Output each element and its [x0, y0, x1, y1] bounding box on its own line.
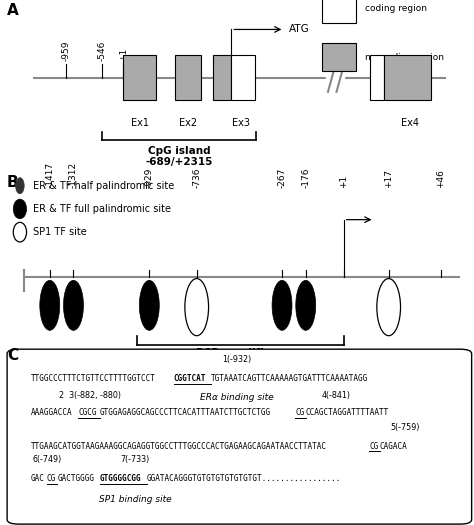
Bar [231, 56, 255, 100]
Text: 6(-749): 6(-749) [33, 455, 62, 464]
Text: -929: -929 [145, 167, 154, 187]
Text: +1: +1 [339, 174, 348, 187]
Text: 4(-841): 4(-841) [322, 391, 351, 400]
Text: ER & TF full palindromic site: ER & TF full palindromic site [33, 204, 171, 214]
Bar [123, 56, 156, 100]
Text: GGATACAGGGTGTGTGTGTGTGTGT.................: GGATACAGGGTGTGTGTGTGTGTGT...............… [147, 474, 341, 483]
Ellipse shape [139, 280, 159, 330]
Text: CG: CG [369, 442, 378, 451]
Text: -1312: -1312 [69, 161, 78, 187]
Text: -736: -736 [192, 167, 201, 187]
Text: -176: -176 [301, 167, 310, 187]
Text: -1417: -1417 [46, 161, 54, 187]
Text: Ex3: Ex3 [232, 118, 250, 128]
Text: ER & TF half palindromic site: ER & TF half palindromic site [33, 181, 174, 191]
Text: ERα binding site: ERα binding site [200, 393, 274, 402]
Text: TGTAAATCAGTTCAAAAAGTGATTTCAAAATAGG: TGTAAATCAGTTCAAAAAGTGATTTCAAAATAGG [210, 374, 368, 383]
Bar [384, 56, 431, 100]
Text: CAGACA: CAGACA [380, 442, 407, 451]
Text: SP1 binding site: SP1 binding site [99, 495, 172, 503]
Text: +17: +17 [384, 169, 393, 187]
Text: +1: +1 [119, 47, 128, 60]
Text: TTGGCCCTTTCTGTTCCTTTTGGTCCT: TTGGCCCTTTCTGTTCCTTTTGGTCCT [31, 374, 155, 383]
Ellipse shape [296, 280, 316, 330]
Text: TTGAAGCATGGTAAGAAAGGCAGAGGTGGCCTTTGGCCCACTGAGAAGCAGAATAACCTTATAC: TTGAAGCATGGTAAGAAAGGCAGAGGTGGCCTTTGGCCCA… [31, 442, 327, 451]
Text: noncoding region: noncoding region [365, 52, 444, 61]
Text: coding region: coding region [365, 4, 427, 13]
Ellipse shape [40, 280, 60, 330]
Text: GTGGGGCGG: GTGGGGCGG [100, 474, 141, 483]
Text: Ex4: Ex4 [401, 118, 419, 128]
Text: -267: -267 [278, 167, 286, 187]
Text: PCR amplificon
-900/+546: PCR amplificon -900/+546 [196, 348, 285, 370]
Bar [322, 44, 356, 71]
FancyBboxPatch shape [7, 349, 472, 524]
Text: -959: -959 [62, 40, 71, 60]
Ellipse shape [13, 199, 27, 219]
Text: GAC: GAC [31, 474, 45, 483]
Ellipse shape [16, 177, 24, 194]
Text: 5(-759): 5(-759) [391, 423, 420, 432]
Bar [322, 0, 356, 23]
Text: +46: +46 [437, 169, 445, 187]
Text: CGCG: CGCG [78, 408, 97, 417]
Bar [370, 56, 384, 100]
Text: C: C [7, 348, 18, 363]
Text: 1(-932): 1(-932) [222, 355, 252, 364]
Text: CGGTCAT: CGGTCAT [173, 374, 206, 383]
Ellipse shape [13, 223, 27, 242]
Text: A: A [7, 4, 19, 18]
Text: GACTGGGG: GACTGGGG [57, 474, 94, 483]
Bar [175, 56, 201, 100]
Bar [213, 56, 231, 100]
Text: CG: CG [46, 474, 56, 483]
Text: Ex1: Ex1 [131, 118, 149, 128]
Text: -546: -546 [98, 40, 106, 60]
Ellipse shape [377, 279, 401, 335]
Text: ATG: ATG [289, 25, 310, 35]
Text: AAAGGACCA: AAAGGACCA [31, 408, 73, 417]
Text: CCAGCTAGGATTTTAATT: CCAGCTAGGATTTTAATT [306, 408, 389, 417]
Text: Ex2: Ex2 [179, 118, 197, 128]
Ellipse shape [185, 279, 209, 335]
Text: GTGGAGAGGCAGCCCTTCACATTTAATCTTGCTCTGG: GTGGAGAGGCAGCCCTTCACATTTAATCTTGCTCTGG [100, 408, 271, 417]
Text: SP1 TF site: SP1 TF site [33, 227, 87, 237]
Ellipse shape [64, 280, 83, 330]
Text: CpG island
-689/+2315: CpG island -689/+2315 [145, 145, 213, 167]
Ellipse shape [272, 280, 292, 330]
Text: CG: CG [295, 408, 304, 417]
Text: B: B [7, 175, 19, 190]
Text: 2  3(-882, -880): 2 3(-882, -880) [59, 391, 121, 400]
Text: 7(-733): 7(-733) [120, 455, 150, 464]
